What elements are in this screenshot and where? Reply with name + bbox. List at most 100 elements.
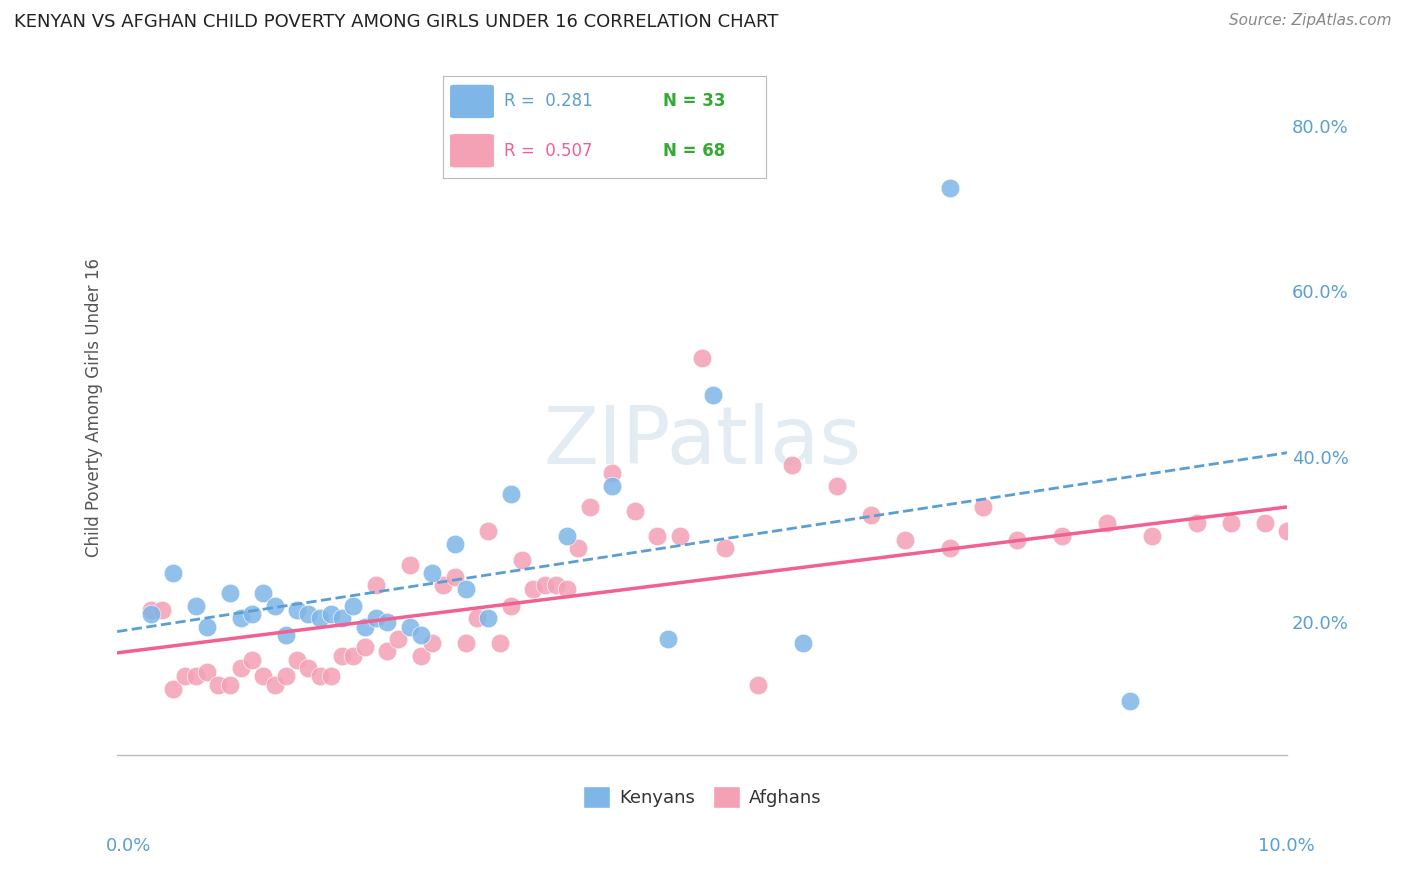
Point bbox=[533, 578, 555, 592]
Point bbox=[477, 524, 499, 539]
Point bbox=[274, 628, 297, 642]
Point bbox=[409, 628, 432, 642]
Point bbox=[555, 582, 578, 597]
Point bbox=[207, 677, 229, 691]
Text: R =  0.507: R = 0.507 bbox=[505, 142, 593, 161]
Point bbox=[702, 388, 724, 402]
Point bbox=[477, 611, 499, 625]
Point bbox=[387, 632, 409, 646]
Point bbox=[398, 619, 420, 633]
Point bbox=[600, 467, 623, 481]
Point bbox=[229, 661, 252, 675]
Point bbox=[1275, 524, 1298, 539]
Point bbox=[173, 669, 195, 683]
Text: N = 68: N = 68 bbox=[662, 142, 725, 161]
Point bbox=[1298, 541, 1320, 555]
Point bbox=[938, 541, 960, 555]
Text: 10.0%: 10.0% bbox=[1258, 837, 1315, 855]
Point bbox=[409, 648, 432, 663]
Point bbox=[578, 500, 600, 514]
Point bbox=[465, 611, 488, 625]
Y-axis label: Child Poverty Among Girls Under 16: Child Poverty Among Girls Under 16 bbox=[86, 258, 103, 557]
Point bbox=[330, 611, 353, 625]
Point bbox=[443, 570, 465, 584]
Point bbox=[657, 632, 679, 646]
Point bbox=[1343, 537, 1365, 551]
Point bbox=[285, 653, 308, 667]
Point bbox=[375, 644, 398, 658]
Point bbox=[353, 619, 375, 633]
Point bbox=[792, 636, 814, 650]
Point bbox=[308, 669, 330, 683]
Point bbox=[398, 558, 420, 572]
Point bbox=[319, 607, 342, 622]
Point bbox=[645, 528, 668, 542]
Point bbox=[218, 677, 240, 691]
Point bbox=[893, 533, 915, 547]
Point bbox=[420, 566, 443, 580]
Point bbox=[690, 351, 713, 365]
Point bbox=[1253, 516, 1275, 530]
Point bbox=[1050, 528, 1073, 542]
Text: R =  0.281: R = 0.281 bbox=[505, 92, 593, 110]
Point bbox=[195, 619, 218, 633]
Point bbox=[420, 636, 443, 650]
Point bbox=[375, 615, 398, 630]
Text: N = 33: N = 33 bbox=[662, 92, 725, 110]
Point bbox=[364, 578, 387, 592]
Point bbox=[454, 636, 477, 650]
Point bbox=[162, 566, 184, 580]
Point bbox=[252, 586, 274, 600]
Point bbox=[263, 677, 285, 691]
Point bbox=[713, 541, 735, 555]
Point bbox=[297, 607, 319, 622]
Point bbox=[859, 508, 882, 522]
Point bbox=[555, 528, 578, 542]
Point bbox=[252, 669, 274, 683]
Point bbox=[780, 458, 803, 473]
Point bbox=[1185, 516, 1208, 530]
Point bbox=[668, 528, 690, 542]
Point bbox=[1399, 528, 1406, 542]
Point bbox=[1219, 516, 1241, 530]
Point bbox=[240, 607, 263, 622]
Point bbox=[1095, 516, 1118, 530]
Point bbox=[1365, 541, 1388, 555]
Point bbox=[353, 640, 375, 655]
FancyBboxPatch shape bbox=[450, 133, 495, 168]
Point bbox=[285, 603, 308, 617]
Point bbox=[544, 578, 567, 592]
Point bbox=[499, 487, 522, 501]
Text: 0.0%: 0.0% bbox=[105, 837, 150, 855]
Point bbox=[488, 636, 510, 650]
Point bbox=[229, 611, 252, 625]
Point bbox=[825, 479, 848, 493]
Point bbox=[195, 665, 218, 680]
Point bbox=[1118, 694, 1140, 708]
Point bbox=[443, 537, 465, 551]
Point bbox=[600, 479, 623, 493]
Point bbox=[162, 681, 184, 696]
Point bbox=[184, 599, 207, 613]
Point bbox=[747, 677, 769, 691]
FancyBboxPatch shape bbox=[450, 84, 495, 119]
Point bbox=[308, 611, 330, 625]
Point bbox=[139, 603, 162, 617]
Point bbox=[263, 599, 285, 613]
Point bbox=[1320, 508, 1343, 522]
Text: ZIPatlas: ZIPatlas bbox=[543, 403, 862, 481]
Point bbox=[972, 500, 994, 514]
Point bbox=[319, 669, 342, 683]
Point bbox=[139, 607, 162, 622]
Point bbox=[522, 582, 544, 597]
Point bbox=[1140, 528, 1163, 542]
Point bbox=[432, 578, 454, 592]
Point bbox=[342, 648, 364, 663]
Point bbox=[330, 648, 353, 663]
Point bbox=[623, 504, 645, 518]
Point bbox=[510, 553, 533, 567]
Point bbox=[499, 599, 522, 613]
Point bbox=[150, 603, 173, 617]
Text: KENYAN VS AFGHAN CHILD POVERTY AMONG GIRLS UNDER 16 CORRELATION CHART: KENYAN VS AFGHAN CHILD POVERTY AMONG GIR… bbox=[14, 13, 779, 31]
Point bbox=[1005, 533, 1028, 547]
